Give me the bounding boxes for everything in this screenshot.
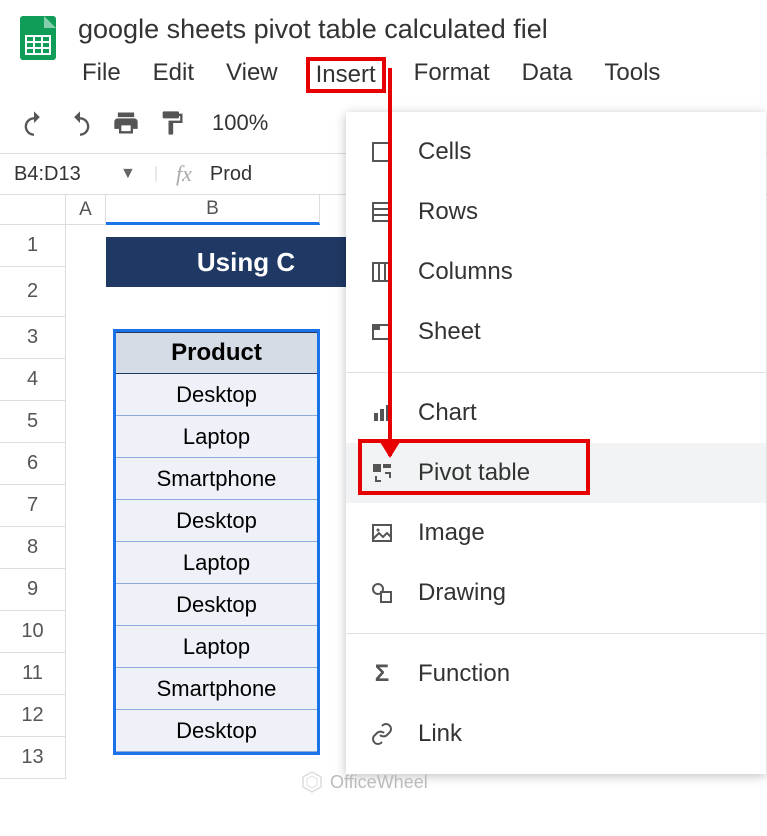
menu-separator — [346, 372, 766, 373]
namebox-caret-icon[interactable]: ▼ — [120, 165, 136, 183]
col-header-b[interactable]: B — [106, 195, 320, 225]
annotation-arrow — [388, 68, 392, 456]
menu-item-pivot-table[interactable]: Pivot table — [346, 443, 766, 503]
row-header[interactable]: 6 — [0, 443, 66, 485]
menu-format[interactable]: Format — [410, 57, 494, 93]
table-row: Laptop — [116, 626, 317, 668]
name-box[interactable]: B4:D13 — [0, 163, 120, 186]
table-row: Smartphone — [116, 458, 317, 500]
col-header-a[interactable]: A — [66, 195, 106, 225]
table-row: Desktop — [116, 710, 317, 752]
table-row: Desktop — [116, 374, 317, 416]
menu-item-columns[interactable]: Columns — [346, 242, 766, 302]
fx-icon: fx — [176, 161, 192, 187]
data-table: Product Desktop Laptop Smartphone Deskto… — [113, 329, 320, 755]
menu-item-drawing[interactable]: Drawing — [346, 563, 766, 623]
table-row: Laptop — [116, 542, 317, 584]
image-icon — [368, 519, 396, 547]
function-icon: Σ — [368, 660, 396, 688]
menu-item-function[interactable]: Σ Function — [346, 644, 766, 704]
table-header: Product — [116, 332, 317, 374]
print-icon[interactable] — [112, 109, 140, 137]
menu-tools[interactable]: Tools — [600, 57, 664, 93]
menu-item-link[interactable]: Link — [346, 704, 766, 764]
insert-menu-dropdown: Cells Rows Columns Sheet Chart Pivot tab… — [346, 112, 766, 774]
menu-item-sheet[interactable]: Sheet — [346, 302, 766, 362]
link-icon — [368, 720, 396, 748]
row-header[interactable]: 8 — [0, 527, 66, 569]
row-header[interactable]: 5 — [0, 401, 66, 443]
row-header[interactable]: 2 — [0, 267, 66, 317]
menu-view[interactable]: View — [222, 57, 282, 93]
sheets-logo[interactable] — [10, 10, 66, 66]
watermark: OfficeWheel — [300, 770, 428, 794]
menu-insert[interactable]: Insert — [306, 57, 386, 93]
menu-item-cells[interactable]: Cells — [346, 122, 766, 182]
table-row: Desktop — [116, 500, 317, 542]
formula-bar[interactable]: Prod — [210, 163, 252, 186]
menu-separator — [346, 633, 766, 634]
row-header[interactable]: 12 — [0, 695, 66, 737]
row-header[interactable]: 11 — [0, 653, 66, 695]
row-header[interactable]: 10 — [0, 611, 66, 653]
drawing-icon — [368, 579, 396, 607]
menu-file[interactable]: File — [78, 57, 125, 93]
menu-item-chart[interactable]: Chart — [346, 383, 766, 443]
select-all-corner[interactable] — [0, 195, 66, 225]
banner-cell: Using C — [106, 237, 386, 287]
menubar: File Edit View Insert Format Data Tools — [78, 57, 757, 93]
row-header[interactable]: 13 — [0, 737, 66, 779]
table-row: Smartphone — [116, 668, 317, 710]
row-header[interactable]: 1 — [0, 225, 66, 267]
row-header[interactable]: 7 — [0, 485, 66, 527]
undo-icon[interactable] — [20, 109, 48, 137]
menu-data[interactable]: Data — [518, 57, 577, 93]
menu-item-rows[interactable]: Rows — [346, 182, 766, 242]
document-title[interactable]: google sheets pivot table calculated fie… — [78, 10, 757, 49]
table-row: Laptop — [116, 416, 317, 458]
paint-icon[interactable] — [158, 109, 186, 137]
menu-item-image[interactable]: Image — [346, 503, 766, 563]
zoom-level[interactable]: 100% — [212, 110, 268, 136]
pivot-table-icon — [368, 459, 396, 487]
menu-edit[interactable]: Edit — [149, 57, 198, 93]
table-row: Desktop — [116, 584, 317, 626]
row-header[interactable]: 4 — [0, 359, 66, 401]
row-header[interactable]: 9 — [0, 569, 66, 611]
row-header[interactable]: 3 — [0, 317, 66, 359]
redo-icon[interactable] — [66, 109, 94, 137]
